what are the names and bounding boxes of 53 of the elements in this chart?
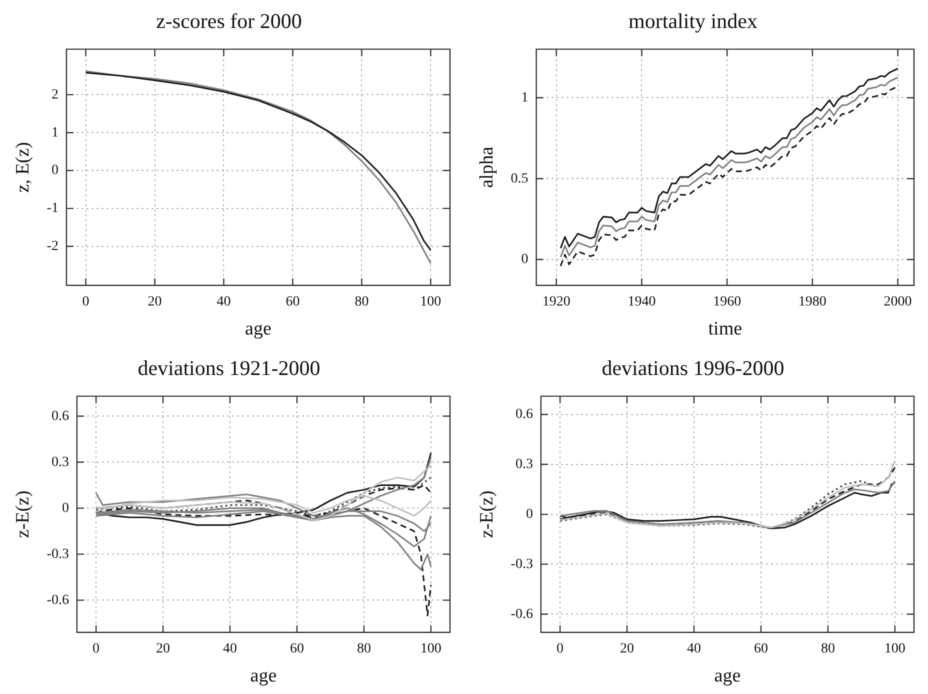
y-axis-title: alpha — [476, 146, 498, 188]
y-tick-label: 0.3 — [51, 454, 69, 470]
x-tick-label: 20 — [156, 641, 170, 656]
x-tick-label: 100 — [420, 294, 442, 310]
y-tick-label: 0 — [51, 163, 58, 178]
x-tick-label: 20 — [148, 294, 162, 310]
x-tick-label: 1980 — [798, 294, 826, 310]
y-tick-label: 0 — [526, 506, 533, 522]
y-tick-label: -0.3 — [510, 556, 533, 572]
x-axis-title: age — [714, 666, 741, 687]
y-tick-label: 0.6 — [51, 408, 69, 424]
x-tick-label: 60 — [290, 641, 304, 656]
chart-title: deviations 1921-2000 — [138, 356, 320, 380]
x-tick-label: 1960 — [713, 294, 742, 310]
x-tick-label: 1920 — [542, 294, 570, 310]
x-tick-label: 80 — [820, 641, 835, 656]
y-tick-label: 1 — [521, 90, 528, 106]
x-tick-label: 100 — [884, 641, 906, 656]
x-tick-label: 80 — [356, 641, 371, 656]
x-tick-label: 40 — [686, 641, 701, 656]
y-axis-title: z-E(z) — [12, 490, 34, 538]
x-tick-label: 60 — [754, 641, 768, 656]
y-tick-label: -0.6 — [46, 592, 69, 608]
x-tick-label: 60 — [286, 294, 300, 310]
y-tick-label: 0.3 — [515, 457, 533, 472]
y-tick-label: -2 — [46, 239, 58, 254]
y-tick-label: 0 — [62, 500, 69, 516]
x-tick-label: 40 — [222, 641, 237, 656]
y-tick-label: -0.6 — [510, 606, 533, 622]
x-tick-label: 100 — [420, 641, 442, 656]
y-tick-label: -0.3 — [46, 546, 69, 562]
x-axis-title: age — [245, 318, 272, 340]
chart-title: deviations 1996-2000 — [602, 356, 784, 380]
y-tick-label: 1 — [51, 125, 58, 140]
x-axis-title: age — [250, 666, 277, 687]
y-tick-label: 0.6 — [515, 407, 533, 422]
x-tick-label: 0 — [92, 641, 100, 656]
x-tick-label: 20 — [620, 641, 634, 656]
x-tick-label: 80 — [354, 294, 369, 310]
y-tick-label: -1 — [46, 201, 58, 216]
y-axis-title: z-E(z) — [476, 490, 498, 538]
x-tick-label: 40 — [216, 294, 231, 310]
x-axis-title: time — [708, 318, 742, 340]
x-tick-label: 1940 — [628, 294, 656, 310]
chart-title: z-scores for 2000 — [156, 9, 302, 34]
y-axis-title: z, E(z) — [12, 142, 34, 193]
x-tick-label: 2000 — [884, 294, 912, 310]
y-tick-label: 0 — [521, 252, 528, 268]
y-tick-label: 0.5 — [510, 171, 528, 186]
chart-title: mortality index — [628, 9, 758, 34]
y-tick-label: 2 — [51, 87, 58, 102]
x-tick-label: 0 — [82, 294, 90, 310]
x-tick-label: 0 — [556, 641, 564, 656]
